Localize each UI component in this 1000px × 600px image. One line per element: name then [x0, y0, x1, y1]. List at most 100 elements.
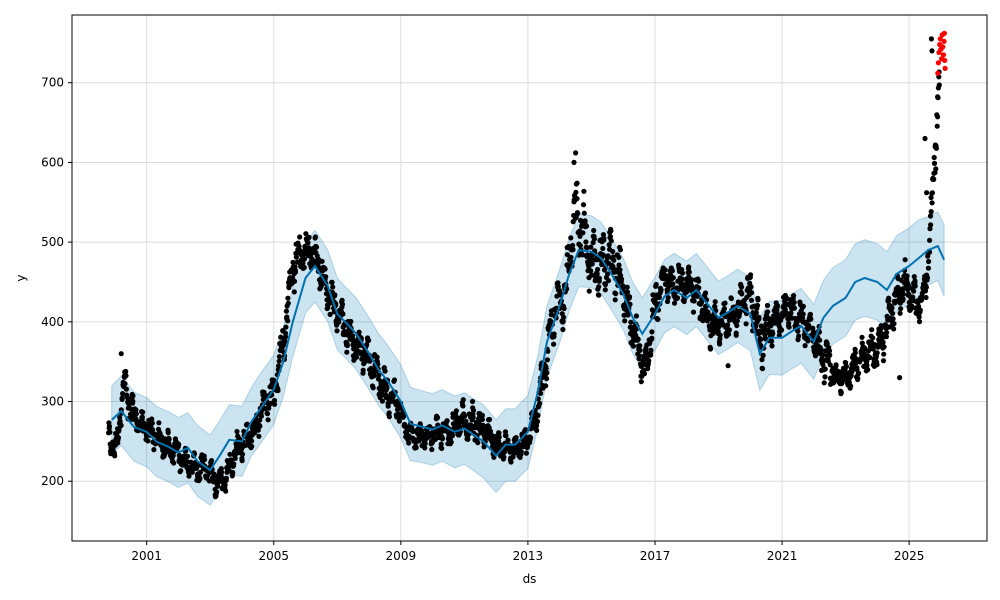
- observed-point: [382, 368, 388, 374]
- observed-point: [438, 441, 444, 447]
- observed-point: [721, 306, 728, 312]
- observed-point: [453, 408, 459, 414]
- observed-point: [123, 368, 129, 375]
- observed-point: [769, 338, 775, 344]
- observed-point: [416, 438, 422, 444]
- observed-point: [722, 300, 728, 306]
- observed-point: [487, 428, 494, 434]
- observed-point: [329, 279, 335, 285]
- observed-point: [929, 190, 936, 196]
- observed-point: [396, 418, 402, 424]
- observed-point: [301, 264, 307, 271]
- observed-point: [889, 305, 895, 311]
- observed-point: [637, 347, 643, 353]
- observed-point: [315, 260, 321, 267]
- observed-point: [544, 370, 550, 376]
- highlighted-point: [942, 57, 948, 64]
- observed-point: [928, 194, 934, 201]
- observed-point: [470, 407, 477, 414]
- observed-point: [735, 299, 742, 305]
- observed-point: [796, 333, 802, 339]
- observed-point: [655, 316, 661, 322]
- observed-point: [586, 288, 592, 294]
- observed-point: [670, 275, 676, 281]
- observed-point: [448, 439, 454, 445]
- observed-point: [852, 350, 858, 356]
- observed-point: [505, 437, 511, 443]
- observed-point: [805, 338, 811, 344]
- observed-point: [725, 363, 731, 369]
- observed-point: [890, 316, 896, 322]
- observed-point: [503, 432, 509, 439]
- observed-point: [583, 223, 590, 229]
- observed-point: [900, 296, 906, 302]
- observed-point: [422, 445, 428, 451]
- observed-point: [551, 341, 557, 347]
- observed-point: [791, 305, 798, 311]
- y-tick-label: 200: [41, 474, 64, 488]
- observed-point: [544, 376, 550, 382]
- observed-point: [878, 323, 884, 329]
- observed-point: [178, 468, 184, 474]
- observed-point: [479, 416, 485, 423]
- observed-point: [588, 244, 594, 250]
- observed-point: [573, 150, 579, 156]
- observed-point: [776, 332, 782, 338]
- observed-point: [726, 327, 733, 333]
- observed-point: [928, 209, 934, 215]
- observed-point: [670, 281, 676, 287]
- observed-point: [624, 284, 630, 290]
- highlighted-point: [942, 65, 948, 71]
- observed-point: [630, 343, 637, 349]
- observed-point: [933, 145, 940, 151]
- observed-point: [327, 311, 333, 317]
- observed-point: [919, 294, 925, 300]
- observed-point: [285, 295, 291, 301]
- observed-point: [617, 247, 624, 253]
- observed-point: [303, 231, 309, 237]
- observed-point: [434, 415, 441, 421]
- observed-point: [118, 422, 124, 429]
- observed-point: [379, 398, 385, 404]
- observed-point: [115, 435, 122, 441]
- observed-point: [292, 269, 299, 275]
- observed-point: [366, 337, 372, 343]
- observed-point: [574, 180, 580, 186]
- observed-point: [641, 371, 648, 377]
- observed-point: [728, 295, 735, 302]
- observed-point: [931, 154, 937, 161]
- observed-point: [855, 375, 861, 381]
- observed-point: [140, 409, 146, 415]
- observed-point: [904, 273, 910, 279]
- observed-point: [765, 309, 771, 315]
- observed-point: [707, 346, 714, 352]
- observed-point: [935, 114, 941, 120]
- observed-point: [575, 210, 581, 217]
- observed-point: [770, 331, 776, 337]
- observed-point: [884, 330, 890, 336]
- observed-point: [252, 430, 258, 436]
- observed-point: [290, 259, 296, 265]
- observed-point: [432, 436, 438, 442]
- observed-point: [911, 274, 917, 280]
- observed-point: [622, 318, 628, 324]
- observed-point: [123, 373, 129, 379]
- observed-point: [821, 380, 827, 386]
- highlighted-point: [941, 30, 948, 36]
- observed-point: [571, 159, 577, 165]
- observed-point: [555, 280, 561, 286]
- observed-point: [171, 460, 177, 466]
- observed-point: [600, 252, 606, 258]
- observed-point: [470, 414, 476, 421]
- observed-point: [528, 435, 534, 441]
- observed-point: [449, 433, 455, 439]
- observed-point: [912, 283, 918, 289]
- observed-point: [139, 414, 145, 420]
- observed-point: [522, 427, 529, 433]
- observed-point: [264, 411, 271, 417]
- observed-point: [743, 321, 749, 327]
- observed-point: [818, 346, 824, 352]
- observed-point: [689, 283, 695, 289]
- observed-point: [934, 123, 940, 129]
- observed-point: [481, 444, 487, 450]
